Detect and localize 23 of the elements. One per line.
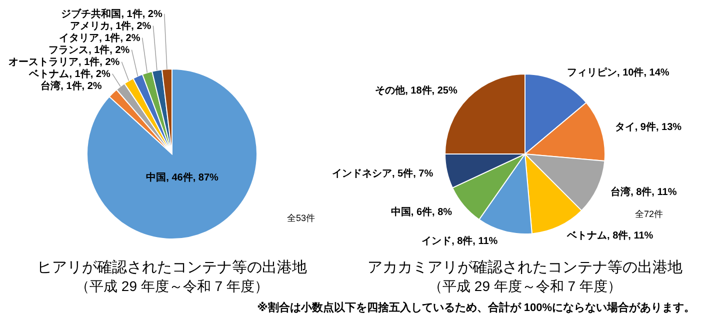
text: アカカミアリが確認されたコンテナ等の出港地 — [368, 259, 682, 276]
slice-label: アメリカ, 1件, 2% — [70, 20, 152, 32]
slice-label: インド, 8件, 11% — [422, 234, 498, 247]
slice-label: フィリピン, 10件, 14% — [567, 66, 670, 78]
slice-label: インドネシア, 5件, 7% — [332, 167, 434, 180]
text: ヒアリが確認されたコンテナ等の出港地 — [37, 259, 307, 276]
slice-label: フランス, 1件, 2% — [48, 44, 130, 56]
slice-label: 台湾, 8件, 11% — [610, 186, 677, 198]
slice-label: 中国, 46件, 87% — [146, 171, 219, 184]
slice-label: ベトナム, 1件, 2% — [28, 68, 110, 80]
text: 全53件 — [287, 212, 316, 223]
slice-label: イタリア, 1件, 2% — [59, 32, 140, 44]
text: ※割合は小数点以下を四捨五入しているため、合計が 100%にならない場合があります。 — [257, 301, 695, 314]
slice-label: その他, 18件, 25% — [375, 84, 458, 96]
text: （平成 29 年度～令和 7 年度） — [428, 278, 622, 294]
slice-label: 台湾, 1件, 2% — [40, 80, 102, 92]
text: 全72件 — [635, 209, 664, 219]
slice-label: タイ, 9件, 13% — [614, 120, 682, 133]
slice-label: 中国, 6件, 8% — [390, 206, 452, 218]
slice-label: ジブチ共和国, 1件, 2% — [61, 8, 162, 20]
slice-label: オーストラリア, 1件, 2% — [8, 56, 120, 68]
text: （平成 29 年度～令和 7 年度） — [76, 278, 268, 294]
slice-label: ベトナム, 8件, 11% — [566, 230, 654, 242]
